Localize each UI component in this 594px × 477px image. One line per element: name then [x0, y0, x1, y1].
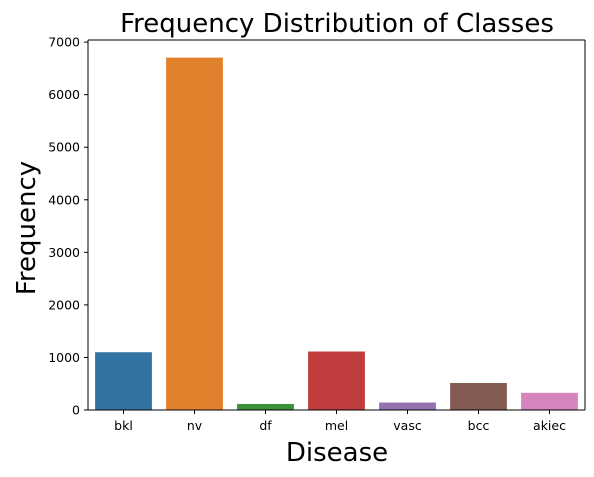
- bar-akiec: [521, 392, 578, 410]
- x-tick-label: bcc: [468, 418, 490, 433]
- x-tick-label: nv: [187, 418, 203, 433]
- x-tick-label: df: [259, 418, 272, 433]
- bar-mel: [308, 351, 365, 410]
- x-axis-label: Disease: [286, 438, 388, 468]
- chart-title: Frequency Distribution of Classes: [120, 9, 554, 39]
- x-tick-label: vasc: [393, 418, 422, 433]
- y-tick-label: 4000: [48, 192, 80, 207]
- x-tick-label: akiec: [533, 418, 566, 433]
- bar-vasc: [379, 402, 436, 410]
- x-tick-label: bkl: [114, 418, 133, 433]
- y-tick-label: 1000: [48, 350, 80, 365]
- plot-area: bkl nv df mel vasc bcc akiec 0 1000 2000 3000 4000 5…: [48, 35, 586, 433]
- bar-bkl: [95, 352, 152, 410]
- y-tick-label: 5000: [48, 140, 80, 155]
- y-axis-label: Frequency: [12, 161, 42, 295]
- y-tick-label: 7000: [48, 35, 80, 50]
- x-tick-label: mel: [325, 418, 348, 433]
- y-tick-label: 6000: [48, 87, 80, 102]
- bar-bcc: [450, 382, 507, 410]
- bar-df: [237, 403, 294, 410]
- y-tick-label: 2000: [48, 297, 80, 312]
- y-tick-label: 3000: [48, 245, 80, 260]
- bar-nv: [166, 57, 223, 410]
- y-tick-label: 0: [72, 403, 80, 418]
